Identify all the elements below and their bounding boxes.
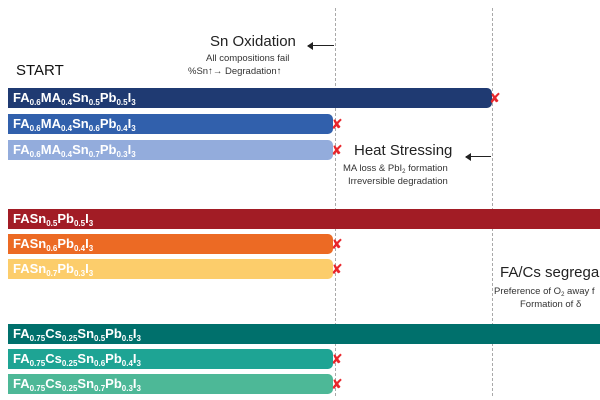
fail-x-icon: ✘ (331, 351, 343, 367)
composition-formula: FA0.6MA0.4Sn0.5Pb0.5I3 (13, 90, 136, 107)
fail-x-icon: ✘ (331, 376, 343, 392)
divider-sn-oxidation (335, 8, 336, 396)
heat-stressing-line1: MA loss & PbI2 formation (343, 163, 448, 175)
composition-bar: FASn0.7Pb0.3I3 (8, 259, 333, 279)
composition-bar: FASn0.6Pb0.4I3 (8, 234, 333, 254)
facs-segregation-line1: Preference of O2 away f (494, 286, 595, 298)
composition-formula: FA0.75Cs0.25Sn0.6Pb0.4I3 (13, 351, 141, 368)
composition-formula: FA0.75Cs0.25Sn0.5Pb0.5I3 (13, 326, 141, 343)
composition-formula: FA0.6MA0.4Sn0.6Pb0.4I3 (13, 116, 136, 133)
fail-x-icon: ✘ (331, 116, 343, 132)
fail-x-icon: ✘ (489, 90, 501, 106)
fail-x-icon: ✘ (331, 261, 343, 277)
composition-bar: FA0.75Cs0.25Sn0.6Pb0.4I3 (8, 349, 333, 369)
heat-stressing-arrow-icon (465, 152, 491, 161)
start-label: START (16, 62, 64, 79)
facs-segregation-title: FA/Cs segrega (500, 264, 600, 281)
sn-oxidation-title: Sn Oxidation (210, 33, 296, 50)
fail-x-icon: ✘ (331, 236, 343, 252)
composition-bar: FA0.6MA0.4Sn0.6Pb0.4I3 (8, 114, 333, 134)
composition-formula: FA0.75Cs0.25Sn0.7Pb0.3I3 (13, 376, 141, 393)
sn-oxidation-arrow-icon (307, 41, 334, 50)
composition-formula: FASn0.7Pb0.3I3 (13, 261, 94, 278)
composition-formula: FA0.6MA0.4Sn0.7Pb0.3I3 (13, 142, 136, 159)
sn-oxidation-line2: %Sn↑→ Degradation↑ (188, 66, 282, 77)
fail-x-icon: ✘ (331, 142, 343, 158)
facs-segregation-line2: Formation of δ (520, 299, 582, 310)
heat-stressing-title: Heat Stressing (354, 142, 453, 159)
composition-bar: FASn0.5Pb0.5I3 (8, 209, 600, 229)
heat-stressing-line2: Irreversible degradation (348, 176, 448, 187)
composition-bar: FA0.75Cs0.25Sn0.7Pb0.3I3 (8, 374, 333, 394)
composition-bar: FA0.75Cs0.25Sn0.5Pb0.5I3 (8, 324, 600, 344)
composition-formula: FASn0.6Pb0.4I3 (13, 236, 94, 253)
composition-bar: FA0.6MA0.4Sn0.7Pb0.3I3 (8, 140, 333, 160)
composition-formula: FASn0.5Pb0.5I3 (13, 211, 94, 228)
sn-oxidation-line1: All compositions fail (206, 53, 290, 64)
divider-heat-stressing (492, 8, 493, 396)
composition-bar: FA0.6MA0.4Sn0.5Pb0.5I3 (8, 88, 492, 108)
